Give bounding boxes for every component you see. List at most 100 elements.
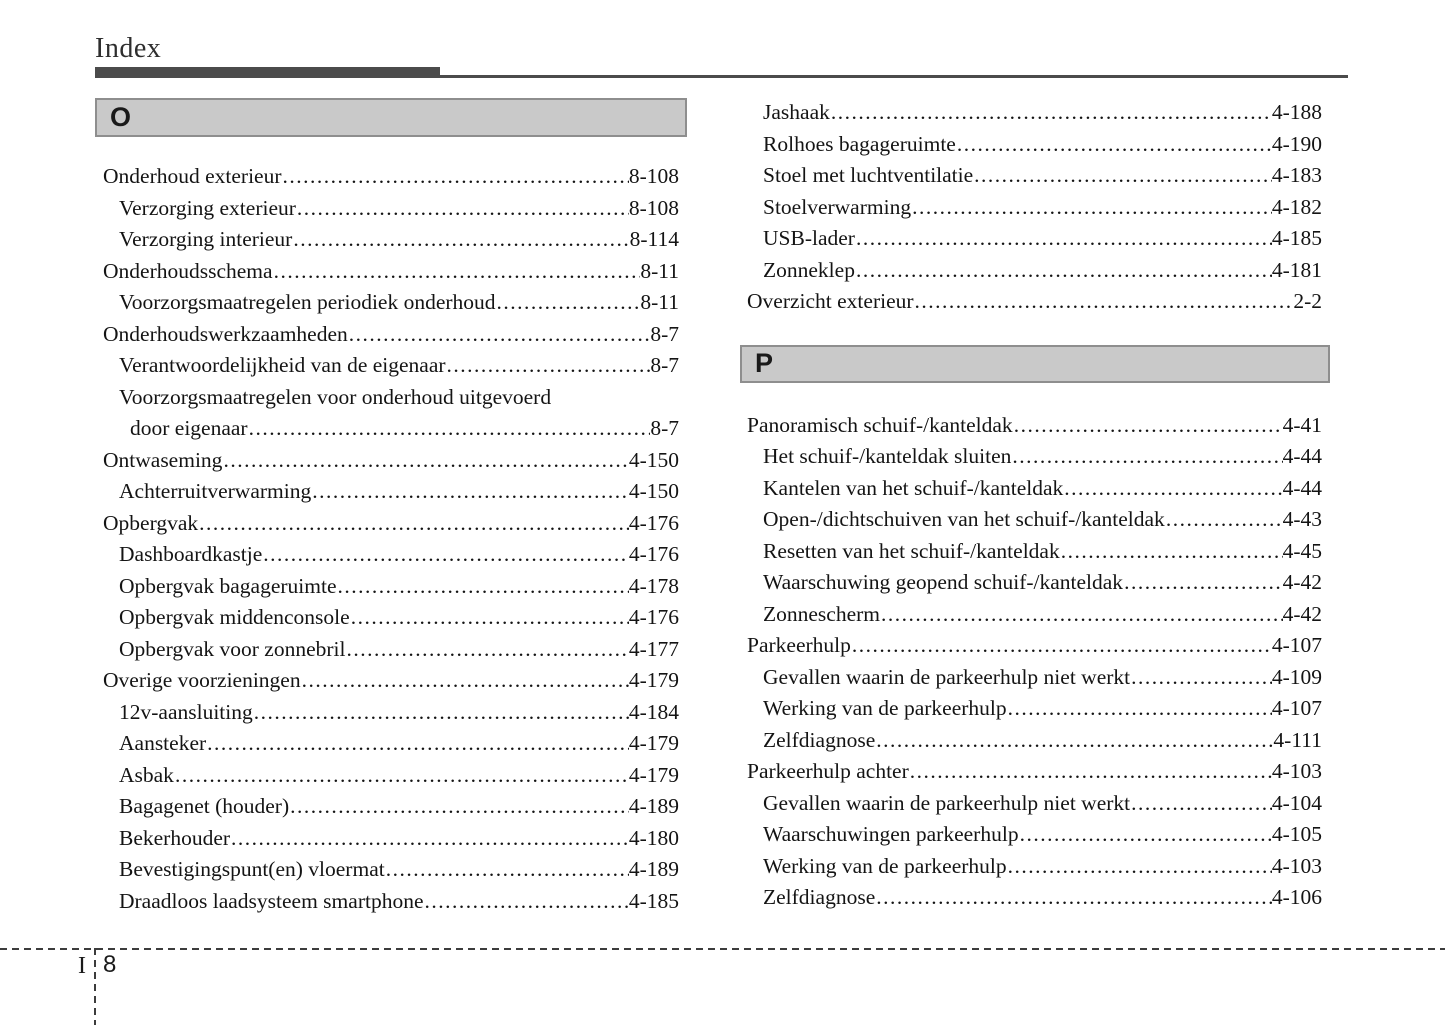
entry-label: Werking van de parkeerhulp	[763, 696, 1007, 720]
dot-leader	[263, 539, 629, 571]
dot-leader	[1131, 788, 1272, 820]
entry-page-number: 4-103	[1271, 759, 1322, 783]
entry-page-number: 4-107	[1271, 633, 1322, 657]
index-entry: Waarschuwing geopend schuif-/kanteldak 4-…	[747, 567, 1322, 599]
dot-leader	[425, 886, 629, 918]
dot-leader	[338, 571, 629, 603]
index-entry: Bevestigingspunt(en) vloermat 4-189	[103, 854, 679, 886]
entry-label: Ontwaseming	[103, 447, 223, 472]
index-entry: Parkeerhulp achter 4-103	[747, 756, 1322, 788]
entry-page-number: 4-106	[1271, 885, 1322, 909]
index-entry: Aansteker 4-179	[103, 728, 679, 760]
dot-leader	[831, 97, 1272, 129]
entry-label: Opbergvak middenconsole	[119, 605, 350, 629]
entry-page-number: 8-11	[640, 258, 679, 283]
dot-leader	[1131, 662, 1272, 694]
entry-page-number: 8-11	[640, 290, 679, 314]
index-entry: Opbergvak voor zonnebril 4-177	[103, 634, 679, 666]
page-title: Index	[95, 33, 162, 64]
entry-page-number: 4-44	[1282, 444, 1322, 468]
entry-label: Bekerhouder	[119, 825, 231, 850]
entry-page-number: 4-103	[1271, 853, 1322, 878]
index-entry: Opbergvak 4-176	[103, 508, 679, 540]
dot-leader	[1064, 473, 1282, 505]
entry-label: Stoelverwarming	[763, 194, 912, 219]
entry-label: Aansteker	[119, 731, 207, 755]
footer-page-number: 8	[103, 951, 117, 978]
entry-label: Het schuif-/kanteldak sluiten	[763, 444, 1012, 468]
index-entry: Zonnescherm 4-42	[747, 599, 1322, 631]
entry-page-number: 4-107	[1271, 696, 1322, 720]
index-entry: Onderhoudswerkzaamheden 8-7	[103, 319, 679, 351]
entry-page-number: 4-179	[628, 668, 679, 692]
entry-label: Stoel met luchtventilatie	[763, 163, 974, 187]
dot-leader	[974, 160, 1272, 192]
entry-label: Parkeerhulp achter	[747, 759, 909, 783]
entry-page-number: 4-185	[1271, 226, 1322, 250]
index-entry: Gevallen waarin de parkeerhulp niet werk…	[747, 662, 1322, 694]
entry-page-number: 8-114	[629, 227, 679, 251]
section-header-o: O	[95, 98, 687, 137]
entry-page-number: 8-108	[628, 195, 679, 220]
entry-label: Verzorging interieur	[119, 227, 293, 251]
index-entry: Rolhoes bagageruimte 4-190	[747, 129, 1322, 161]
entry-page-number: 4-104	[1271, 790, 1322, 815]
entry-page-number: 4-43	[1282, 507, 1322, 531]
index-entry: door eigenaar 8-7	[103, 413, 679, 445]
entry-label: Bevestigingspunt(en) vloermat	[119, 857, 385, 881]
index-entry: Zonneklep 4-181	[747, 255, 1322, 287]
index-entry: Overige voorzieningen 4-179	[103, 665, 679, 697]
entry-label: Werking van de parkeerhulp	[763, 853, 1007, 878]
entry-label: Rolhoes bagageruimte	[763, 131, 956, 156]
dot-leader	[447, 350, 651, 382]
dot-leader	[347, 634, 629, 666]
entry-label: Onderhoudsschema	[103, 258, 273, 283]
title-underline-thick	[95, 67, 440, 78]
entry-label: Voorzorgsmaatregelen periodiek onderhoud	[119, 290, 496, 314]
dot-leader	[274, 256, 641, 288]
entry-page-number: 8-7	[650, 353, 679, 377]
index-entry: Dashboardkastje 4-176	[103, 539, 679, 571]
dot-leader	[199, 508, 629, 540]
entry-label: Zonneklep	[763, 257, 855, 282]
index-entry: Voorzorgsmaatregelen periodiek onderhoud…	[103, 287, 679, 319]
entry-page-number: 4-183	[1271, 163, 1322, 187]
entry-label: Waarschuwing geopend schuif-/kanteldak	[763, 570, 1124, 594]
entry-label: Opbergvak bagageruimte	[119, 573, 337, 598]
section-letter-p: P	[755, 348, 774, 378]
entry-label: 12v-aansluiting	[119, 699, 253, 724]
entry-label: Dashboardkastje	[119, 542, 263, 566]
entry-label: door eigenaar	[130, 416, 248, 440]
entry-page-number: 4-190	[1271, 131, 1322, 156]
index-entry: Zelfdiagnose 4-111	[747, 725, 1322, 757]
entry-page-number: 4-109	[1271, 664, 1322, 689]
entry-label: Onderhoudswerkzaamheden	[103, 321, 348, 346]
entry-label: Achterruitverwarming	[119, 479, 312, 503]
dot-leader	[912, 192, 1272, 224]
entry-page-number: 4-180	[628, 825, 679, 850]
index-entries-p: Panoramisch schuif-/kanteldak 4-41 Het sch…	[740, 410, 1330, 914]
index-entries-continued: Jashaak 4-188 Rolhoes bagageruimte 4-190 Sto…	[740, 97, 1330, 318]
index-entry: Waarschuwingen parkeerhulp 4-105	[747, 819, 1322, 851]
entry-label: Bagagenet (houder)	[119, 794, 290, 818]
dot-leader	[254, 697, 629, 729]
index-entry: Gevallen waarin de parkeerhulp niet werk…	[747, 788, 1322, 820]
entry-page-number: 4-45	[1282, 538, 1322, 563]
dot-leader	[856, 255, 1272, 287]
entry-label: Opbergvak voor zonnebril	[119, 636, 346, 661]
index-entry: Onderhoudsschema 8-11	[103, 256, 679, 288]
index-entry: Jashaak 4-188	[747, 97, 1322, 129]
entry-label: Zelfdiagnose	[763, 727, 876, 752]
dot-leader	[1008, 693, 1272, 725]
entry-label: Open-/dichtschuiven van het schuif-/kant…	[763, 507, 1165, 531]
entry-label: Zonnescherm	[763, 601, 881, 626]
dot-leader	[1020, 819, 1272, 851]
index-entry: Zelfdiagnose 4-106	[747, 882, 1322, 914]
index-entry: Kantelen van het schuif-/kanteldak 4-44	[747, 473, 1322, 505]
dot-leader	[207, 728, 629, 760]
entry-page-number: 4-150	[628, 479, 679, 503]
entry-page-number: 4-42	[1282, 601, 1322, 626]
index-entry: Ontwaseming 4-150	[103, 445, 679, 477]
dot-leader	[249, 413, 651, 445]
